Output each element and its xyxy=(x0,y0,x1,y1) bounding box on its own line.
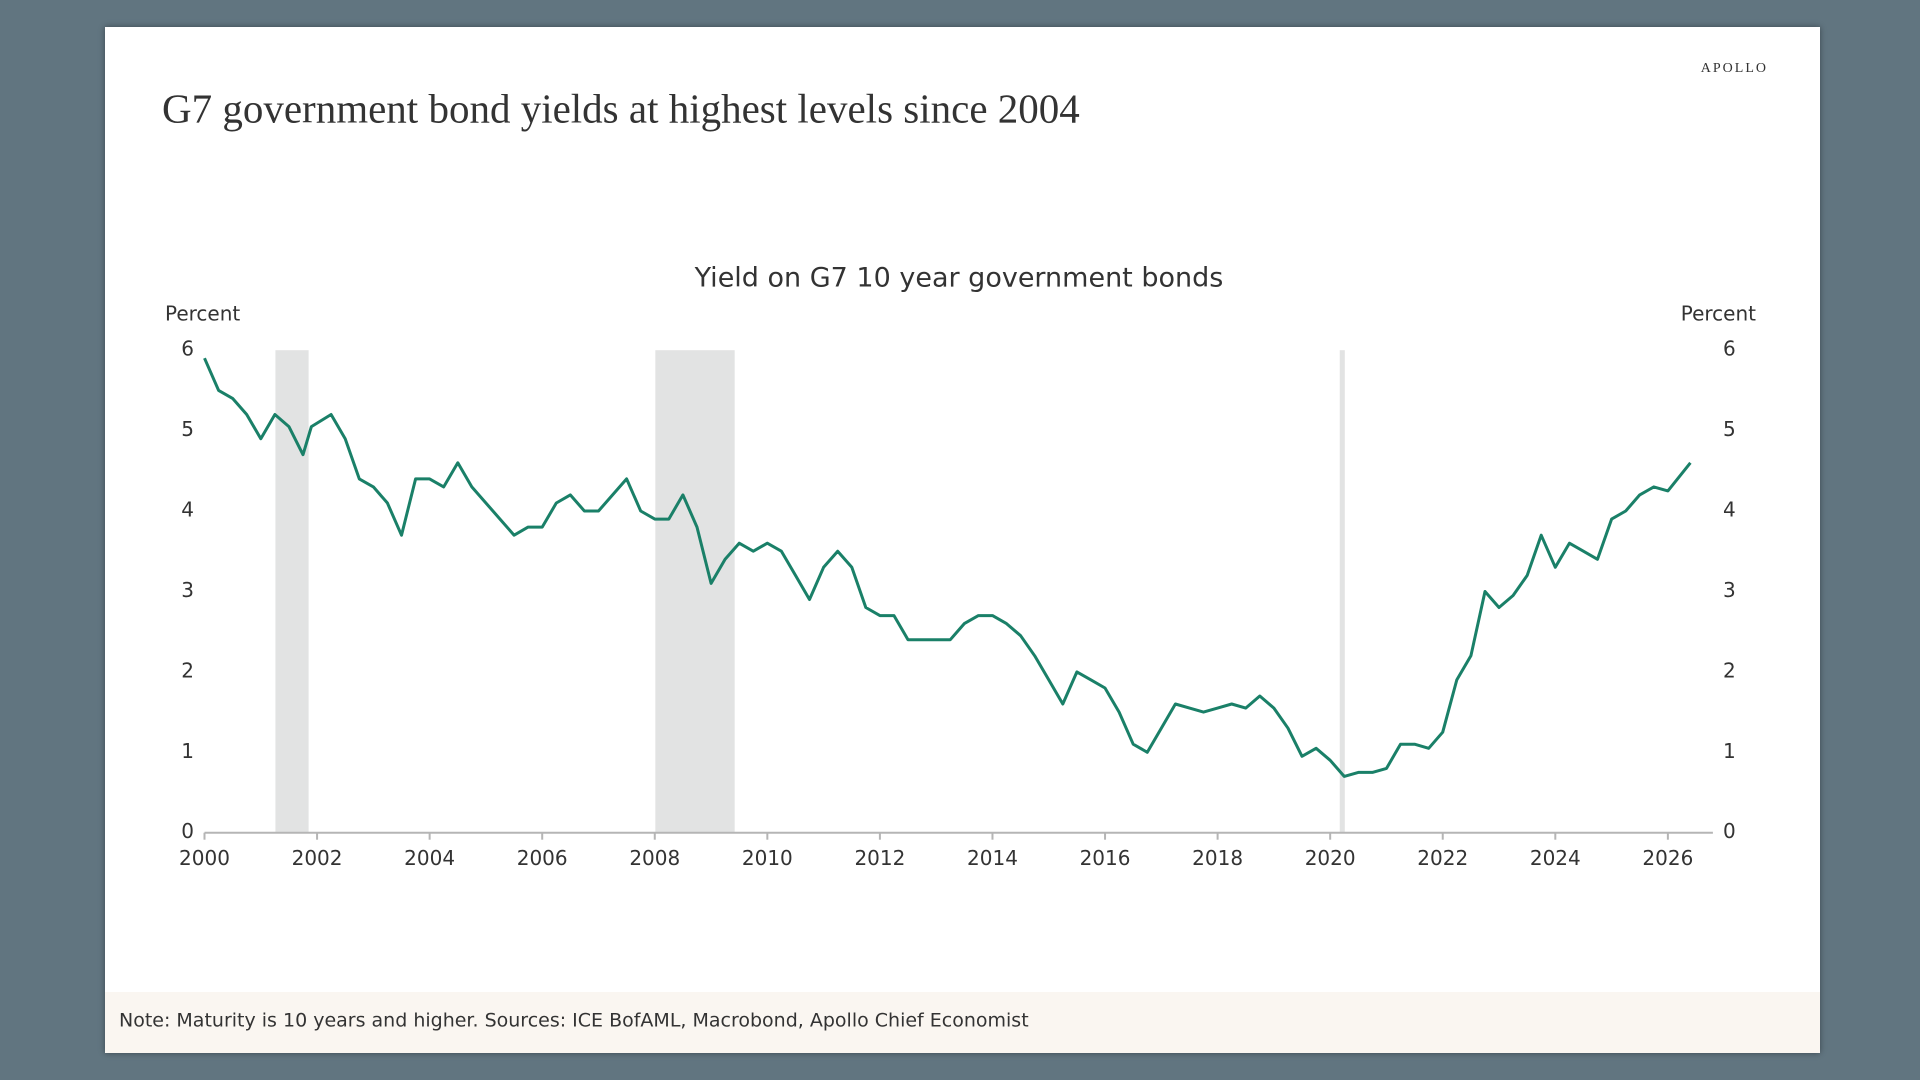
recession-shade xyxy=(655,350,735,833)
y-tick-label: 6 xyxy=(181,337,194,361)
y2-tick-label: 3 xyxy=(1723,578,1736,602)
y-tick-label: 0 xyxy=(181,819,194,843)
x-tick-label: 2012 xyxy=(854,846,905,870)
y-tick-label: 3 xyxy=(181,578,194,602)
y2-axis-label: Percent xyxy=(1681,302,1756,326)
y2-tick-label: 0 xyxy=(1723,819,1736,843)
y-tick-label: 4 xyxy=(181,498,194,522)
brand: APOLLO xyxy=(1701,61,1768,76)
y-axis-label: Percent xyxy=(165,302,240,326)
recession-shade xyxy=(1339,350,1345,833)
y-tick-label: 2 xyxy=(181,658,194,682)
x-tick-label: 2026 xyxy=(1642,846,1693,870)
chart-title: G7 government bond yields at highest lev… xyxy=(162,85,1080,131)
y2-tick-label: 4 xyxy=(1723,498,1736,522)
x-tick-label: 2002 xyxy=(292,846,343,870)
x-tick-label: 2022 xyxy=(1417,846,1468,870)
yield-line xyxy=(203,357,1692,778)
y-tick-label: 1 xyxy=(181,739,194,763)
x-tick-label: 2016 xyxy=(1080,846,1131,870)
y2-tick-label: 6 xyxy=(1723,337,1736,361)
x-tick-label: 2024 xyxy=(1530,846,1581,870)
x-tick-label: 2014 xyxy=(967,846,1018,870)
note-band xyxy=(105,992,1820,1053)
y-tick-label: 5 xyxy=(181,417,194,441)
x-tick-label: 2006 xyxy=(517,846,568,870)
x-tick-label: 2000 xyxy=(179,846,230,870)
x-tick-label: 2004 xyxy=(404,846,455,870)
y2-tick-label: 5 xyxy=(1723,417,1736,441)
chart-subtitle: Yield on G7 10 year government bonds xyxy=(694,263,1224,294)
x-tick-label: 2020 xyxy=(1305,846,1356,870)
x-tick-label: 2008 xyxy=(629,846,680,870)
x-tick-label: 2018 xyxy=(1192,846,1243,870)
slide xyxy=(105,27,1820,1053)
x-tick-label: 2010 xyxy=(742,846,793,870)
note: Note: Maturity is 10 years and higher. S… xyxy=(119,1010,1029,1032)
y2-tick-label: 1 xyxy=(1723,739,1736,763)
recession-shade xyxy=(275,350,309,833)
y2-tick-label: 2 xyxy=(1723,658,1736,682)
